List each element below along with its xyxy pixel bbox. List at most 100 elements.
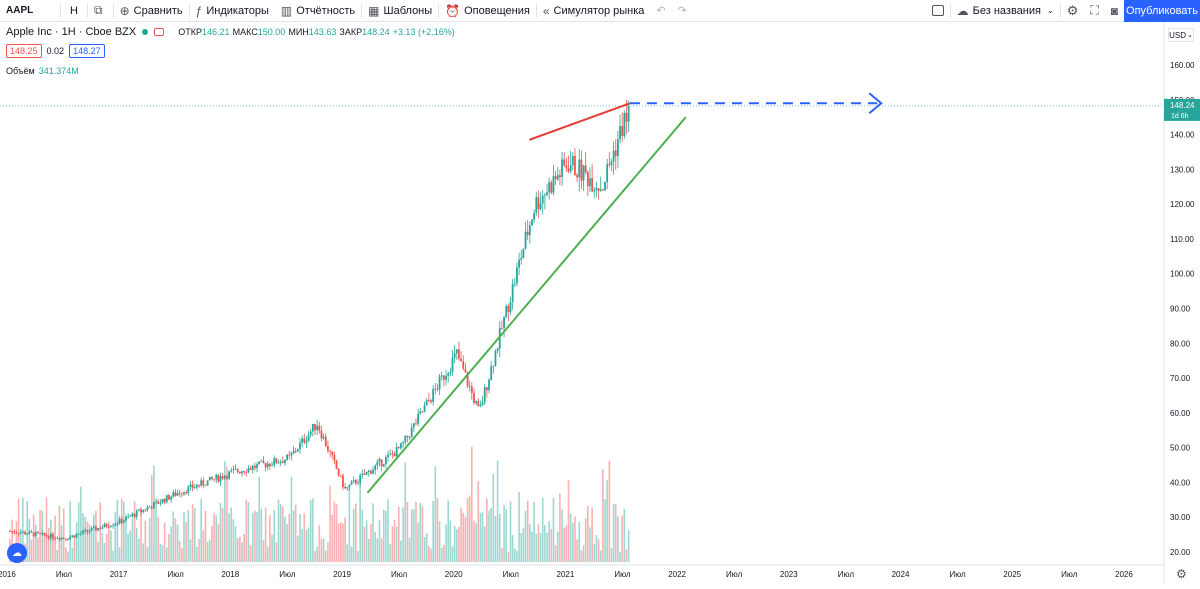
gear-icon[interactable]: ⚙	[1176, 567, 1187, 581]
x-tick-label: Июл	[1061, 570, 1078, 579]
candle-body	[311, 423, 314, 432]
candle-body	[569, 165, 572, 172]
volume-bar	[440, 547, 443, 562]
volume-bar	[438, 521, 441, 562]
legend-title[interactable]: Apple Inc · 1Н · Cboe BZX	[6, 26, 137, 38]
volume-bar	[473, 520, 475, 562]
templates-button[interactable]: ▦ Шаблоны	[362, 0, 438, 22]
volume-bar	[75, 522, 78, 562]
candle-body	[443, 375, 445, 380]
volume-bar	[359, 480, 361, 562]
candle-body	[337, 468, 340, 476]
candle-body	[200, 480, 203, 486]
support-trendline[interactable]	[366, 116, 687, 494]
chart-type-button[interactable]: ⧉	[88, 0, 113, 22]
volume-bar	[569, 513, 572, 562]
tradingview-logo-icon[interactable]: ☁	[7, 543, 27, 563]
candle-body	[288, 454, 291, 456]
undo-button[interactable]: ↶	[650, 0, 671, 22]
volume-bar	[443, 544, 445, 562]
volume-bar	[211, 525, 213, 562]
symbol-search[interactable]: AAPL	[6, 5, 34, 16]
settings-button[interactable]: ⚙	[1061, 0, 1085, 22]
candle-body	[133, 513, 136, 517]
chart-area[interactable]: 160.00 150.00 140.00 130.00 120.00 110.00 100.…	[0, 22, 1200, 584]
volume-bar	[507, 551, 510, 562]
candle-body	[470, 386, 473, 393]
snapshot-button[interactable]: ◙	[1105, 0, 1124, 22]
redo-button[interactable]: ↷	[672, 0, 693, 22]
volume-bar	[125, 519, 127, 562]
candle-body	[266, 463, 269, 468]
volume-bar	[138, 538, 140, 562]
candle-body	[230, 470, 233, 472]
volume-bar	[140, 507, 142, 562]
fullscreen-icon: ⛶	[1090, 3, 1099, 17]
volume-bar	[230, 507, 233, 562]
candle-body	[84, 529, 87, 531]
reports-button[interactable]: ▥ Отчётность	[275, 0, 361, 22]
plus-circle-icon: ⊕	[119, 3, 130, 18]
candle-body	[533, 212, 536, 220]
candle-body	[320, 430, 323, 439]
y-tick-label: 120.00	[1170, 200, 1195, 209]
candle-body	[576, 174, 578, 178]
volume-bar	[554, 545, 557, 562]
volume-bar	[116, 499, 119, 562]
candle-body	[466, 372, 469, 386]
candle-body	[593, 189, 596, 192]
volume-bar	[312, 498, 314, 562]
candle-body	[281, 461, 284, 463]
candle-body	[578, 159, 581, 178]
currency-selector[interactable]: USD ⌄	[1168, 28, 1194, 42]
layout-toggle[interactable]	[926, 0, 950, 22]
candle-body	[460, 358, 462, 362]
candle-body	[554, 176, 557, 180]
candle-body	[329, 450, 331, 452]
candle-body	[211, 476, 213, 480]
candle-body	[451, 357, 454, 372]
fullscreen-button[interactable]: ⛶	[1084, 0, 1104, 22]
compare-button[interactable]: ⊕ Сравнить	[114, 0, 189, 22]
candle-body	[402, 442, 404, 444]
candle-body	[79, 533, 82, 535]
candle-body	[449, 371, 452, 374]
volume-bar	[292, 510, 295, 562]
volume-bar	[447, 500, 450, 562]
volume-bar	[410, 509, 413, 562]
volume-bar	[101, 533, 104, 562]
candle-body	[67, 539, 69, 541]
volume-bar	[415, 502, 417, 562]
volume-value: 341.374M	[38, 66, 79, 76]
candle-body	[135, 510, 138, 517]
volume-bar	[376, 538, 379, 562]
close-label: ЗАКР	[339, 27, 363, 37]
volume-bar	[22, 497, 24, 562]
y-tick-label: 110.00	[1170, 235, 1194, 244]
indicators-button[interactable]: ƒ Индикаторы	[190, 0, 275, 22]
divider	[188, 3, 190, 18]
bar-toggle-icon[interactable]	[154, 28, 165, 36]
price-chart[interactable]: 160.00 150.00 140.00 130.00 120.00 110.00 100.…	[0, 22, 1200, 584]
candle-body	[213, 479, 215, 480]
layout-name-button[interactable]: ☁ Без названия ⌄	[951, 0, 1060, 22]
alerts-button[interactable]: ⏰ Оповещения	[439, 0, 536, 22]
volume-bar	[307, 527, 310, 562]
volume-bar	[34, 524, 37, 562]
candle-body	[365, 472, 368, 475]
volume-bar	[247, 501, 250, 562]
resistance-trendline[interactable]	[529, 102, 631, 141]
candle-body	[526, 231, 529, 236]
interval-button[interactable]: Н	[70, 4, 78, 17]
sell-price-button[interactable]: 148.25	[6, 44, 42, 58]
buy-price-button[interactable]: 148.27	[69, 44, 105, 58]
volume-bar	[288, 513, 291, 562]
volume-bar	[537, 524, 540, 562]
candle-body	[490, 366, 493, 380]
replay-button[interactable]: «Симулятор рынка	[537, 0, 651, 22]
publish-button[interactable]: Опубликовать	[1124, 0, 1200, 22]
candle-body	[56, 538, 59, 540]
candle-body	[518, 259, 520, 268]
x-tick-label: Июл	[503, 570, 520, 579]
candle-body	[251, 465, 254, 470]
